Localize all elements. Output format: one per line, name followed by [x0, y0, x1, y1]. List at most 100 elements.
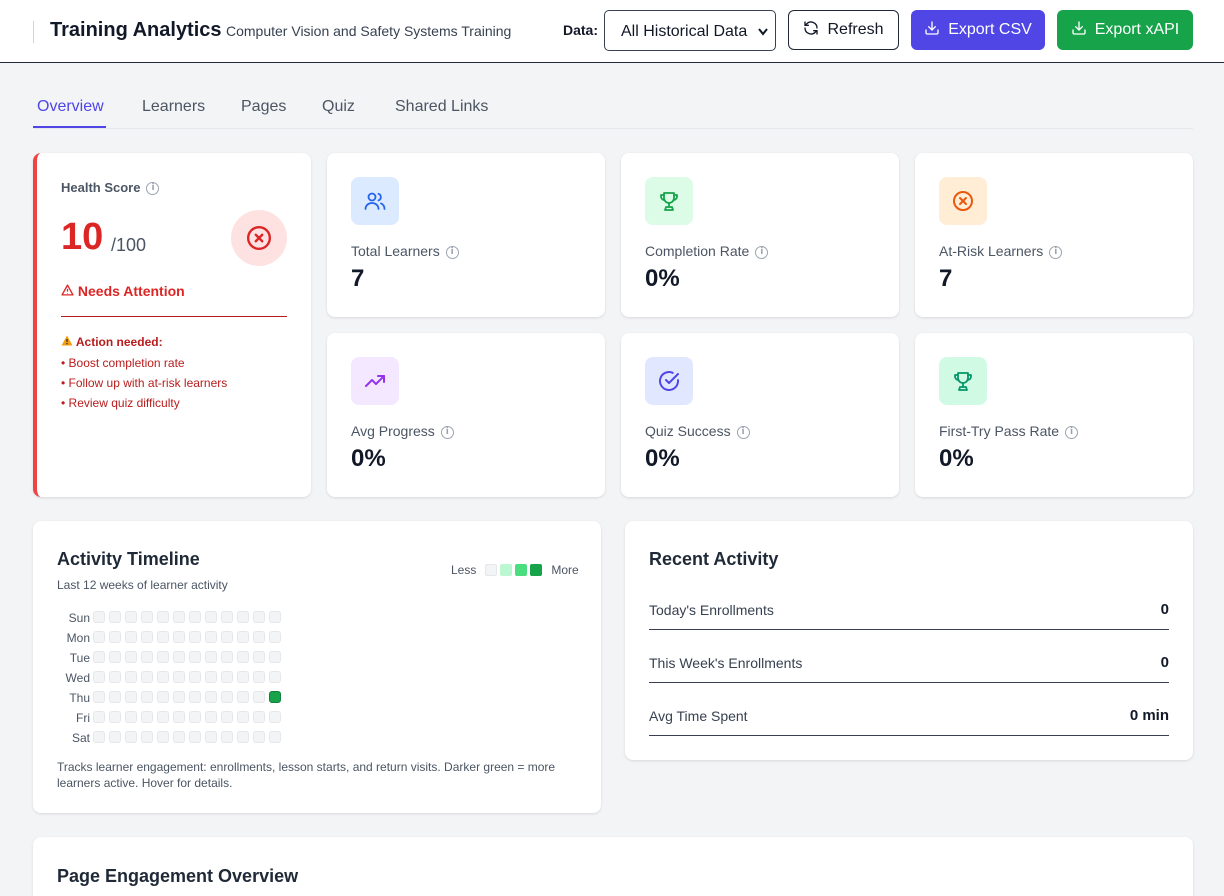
heatmap-cell[interactable]: [189, 691, 201, 703]
heatmap-cell[interactable]: [269, 691, 281, 703]
heatmap-cell[interactable]: [109, 691, 121, 703]
heatmap-cell[interactable]: [221, 651, 233, 663]
heatmap-cell[interactable]: [141, 651, 153, 663]
heatmap-cell[interactable]: [173, 651, 185, 663]
heatmap-cell[interactable]: [269, 651, 281, 663]
heatmap-cell[interactable]: [237, 731, 249, 743]
heatmap-cell[interactable]: [93, 631, 105, 643]
heatmap-cell[interactable]: [189, 631, 201, 643]
heatmap-cell[interactable]: [205, 711, 217, 723]
heatmap-cell[interactable]: [93, 651, 105, 663]
heatmap-cell[interactable]: [253, 631, 265, 643]
heatmap-cell[interactable]: [269, 731, 281, 743]
heatmap-cell[interactable]: [157, 731, 169, 743]
heatmap-cell[interactable]: [109, 651, 121, 663]
heatmap-cell[interactable]: [253, 671, 265, 683]
heatmap-cell[interactable]: [189, 671, 201, 683]
heatmap-cell[interactable]: [205, 671, 217, 683]
heatmap-cell[interactable]: [125, 671, 137, 683]
heatmap-cell[interactable]: [269, 611, 281, 623]
heatmap-cell[interactable]: [205, 631, 217, 643]
heatmap-cell[interactable]: [141, 671, 153, 683]
heatmap-cell[interactable]: [157, 691, 169, 703]
info-icon[interactable]: i: [736, 425, 750, 439]
heatmap-cell[interactable]: [173, 711, 185, 723]
tab-learners[interactable]: Learners: [142, 98, 206, 115]
data-range-select[interactable]: All Historical Data: [604, 10, 776, 51]
heatmap-cell[interactable]: [173, 731, 185, 743]
heatmap-cell[interactable]: [125, 711, 137, 723]
heatmap-cell[interactable]: [141, 711, 153, 723]
heatmap-cell[interactable]: [93, 691, 105, 703]
heatmap-cell[interactable]: [109, 731, 121, 743]
heatmap-cell[interactable]: [221, 711, 233, 723]
heatmap-cell[interactable]: [157, 651, 169, 663]
heatmap-cell[interactable]: [173, 631, 185, 643]
heatmap-cell[interactable]: [93, 711, 105, 723]
heatmap-cell[interactable]: [205, 611, 217, 623]
heatmap-cell[interactable]: [221, 611, 233, 623]
heatmap-cell[interactable]: [93, 731, 105, 743]
info-icon[interactable]: i: [755, 245, 769, 259]
tab-pages[interactable]: Pages: [241, 98, 287, 115]
heatmap-cell[interactable]: [221, 631, 233, 643]
heatmap-cell[interactable]: [125, 691, 137, 703]
heatmap-cell[interactable]: [157, 671, 169, 683]
heatmap-cell[interactable]: [141, 631, 153, 643]
heatmap-cell[interactable]: [141, 611, 153, 623]
heatmap-cell[interactable]: [269, 711, 281, 723]
refresh-button[interactable]: Refresh: [788, 10, 899, 50]
heatmap-cell[interactable]: [93, 671, 105, 683]
heatmap-cell[interactable]: [253, 691, 265, 703]
tab-shared-links[interactable]: Shared Links: [395, 98, 489, 115]
heatmap-cell[interactable]: [237, 711, 249, 723]
heatmap-cell[interactable]: [237, 691, 249, 703]
export-csv-button[interactable]: Export CSV: [911, 10, 1045, 50]
heatmap-cell[interactable]: [173, 671, 185, 683]
heatmap-cell[interactable]: [237, 671, 249, 683]
heatmap-cell[interactable]: [109, 711, 121, 723]
heatmap-cell[interactable]: [221, 671, 233, 683]
info-icon[interactable]: i: [440, 425, 454, 439]
heatmap-cell[interactable]: [157, 611, 169, 623]
heatmap-cell[interactable]: [269, 631, 281, 643]
heatmap-cell[interactable]: [93, 611, 105, 623]
heatmap-cell[interactable]: [269, 671, 281, 683]
heatmap-cell[interactable]: [109, 611, 121, 623]
heatmap-cell[interactable]: [221, 731, 233, 743]
heatmap-cell[interactable]: [189, 711, 201, 723]
heatmap-cell[interactable]: [189, 611, 201, 623]
heatmap-cell[interactable]: [189, 651, 201, 663]
heatmap-cell[interactable]: [253, 711, 265, 723]
heatmap-cell[interactable]: [125, 651, 137, 663]
info-icon[interactable]: i: [445, 245, 459, 259]
heatmap-cell[interactable]: [237, 631, 249, 643]
info-icon[interactable]: i: [1065, 425, 1079, 439]
heatmap-cell[interactable]: [109, 631, 121, 643]
tab-overview[interactable]: Overview: [37, 98, 104, 115]
heatmap-cell[interactable]: [125, 631, 137, 643]
heatmap-cell[interactable]: [205, 651, 217, 663]
heatmap-cell[interactable]: [253, 731, 265, 743]
heatmap-cell[interactable]: [205, 731, 217, 743]
heatmap-cell[interactable]: [157, 711, 169, 723]
heatmap-cell[interactable]: [157, 631, 169, 643]
heatmap-cell[interactable]: [141, 731, 153, 743]
tab-quiz[interactable]: Quiz: [322, 98, 355, 115]
heatmap-cell[interactable]: [253, 611, 265, 623]
info-icon[interactable]: i: [146, 182, 160, 196]
heatmap-cell[interactable]: [205, 691, 217, 703]
heatmap-cell[interactable]: [173, 611, 185, 623]
export-xapi-button[interactable]: Export xAPI: [1057, 10, 1193, 50]
heatmap-cell[interactable]: [125, 731, 137, 743]
heatmap-cell[interactable]: [109, 671, 121, 683]
heatmap-cell[interactable]: [189, 731, 201, 743]
heatmap-cell[interactable]: [221, 691, 233, 703]
info-icon[interactable]: i: [1049, 245, 1063, 259]
heatmap-cell[interactable]: [141, 691, 153, 703]
heatmap-cell[interactable]: [173, 691, 185, 703]
heatmap-cell[interactable]: [253, 651, 265, 663]
heatmap-cell[interactable]: [237, 651, 249, 663]
heatmap-cell[interactable]: [237, 611, 249, 623]
heatmap-cell[interactable]: [125, 611, 137, 623]
